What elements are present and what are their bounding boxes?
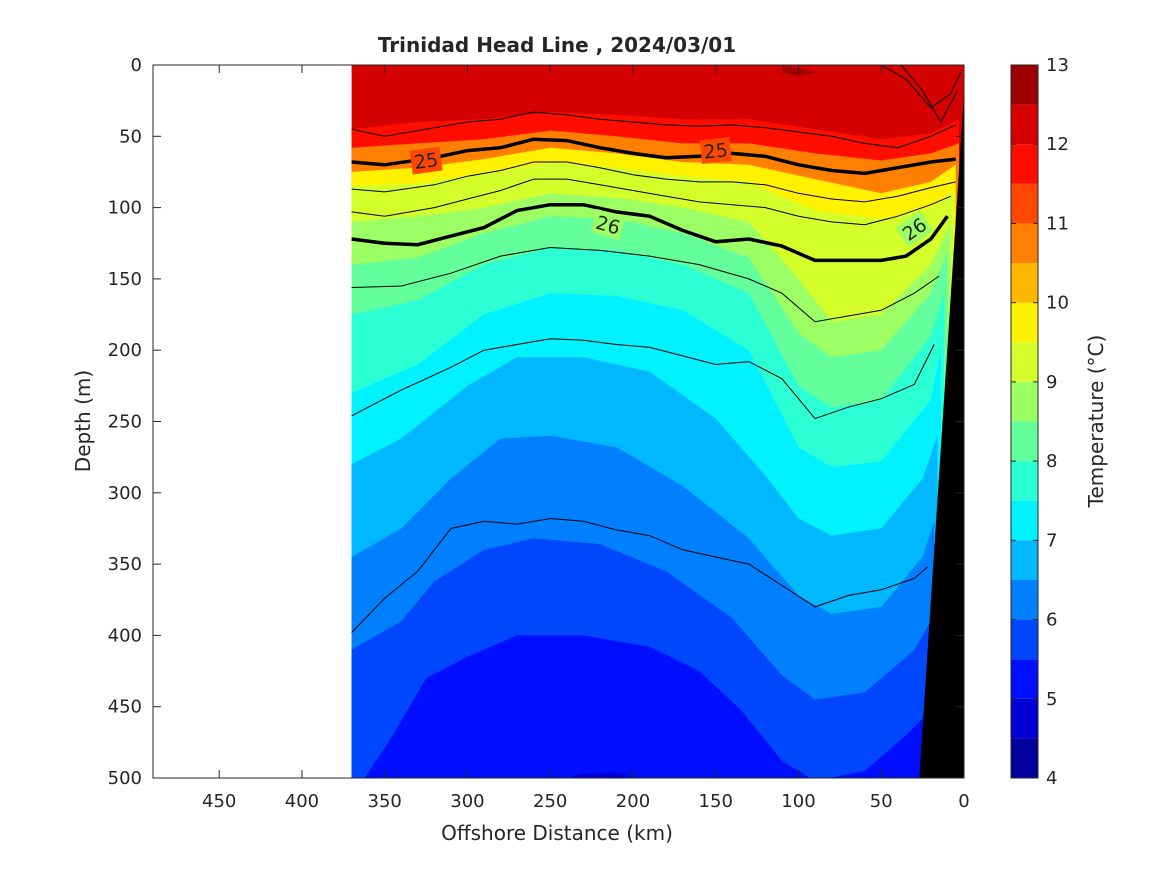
colorbar-band [1011,579,1038,620]
colorbar-band [1011,461,1038,501]
x-tick-label: 450 [202,791,236,812]
colorbar-band [1011,619,1038,660]
svg-text:25: 25 [703,139,729,163]
colorbar-band [1011,104,1038,145]
colorbar-band [1011,223,1038,264]
colorbar-tick-label: 11 [1046,213,1069,234]
x-tick-label: 200 [616,791,650,812]
colorbar-band [1011,421,1038,462]
y-tick-label: 400 [108,625,142,646]
x-axis-label: Offshore Distance (km) [441,821,673,845]
colorbar-band [1011,659,1038,699]
y-tick-label: 300 [108,483,142,504]
y-axis: 0 50 100 150 200 250 300 350 400 450 500 [108,55,964,789]
y-tick-label: 150 [108,269,142,290]
y-tick-label: 200 [108,340,142,361]
y-tick-label: 350 [108,554,142,575]
colorbar-band [1011,738,1038,778]
colorbar-band [1011,65,1038,105]
colorbar-tick-label: 5 [1046,689,1057,710]
colorbar-tick-label: 9 [1046,372,1057,393]
x-tick-label: 350 [368,791,402,812]
colorbar-tick-label: 7 [1046,530,1057,551]
x-tick-label: 150 [699,791,733,812]
svg-text:25: 25 [413,149,440,174]
x-tick-label: 50 [870,791,893,812]
colorbar-band [1011,183,1038,224]
density-contour-line [351,178,951,226]
density-label: 26 [590,209,626,241]
colorbar: 4 5 6 7 8 9 10 11 12 13 [1010,55,1069,789]
colorbar-tick-label: 12 [1046,134,1069,155]
x-tick-label: 0 [958,791,969,812]
x-tick-label: 300 [450,791,484,812]
density-contour-line [880,65,962,109]
colorbar-tick-label: 6 [1046,610,1057,631]
colorbar-band [1011,302,1038,343]
density-contour-25 [351,137,956,176]
density-contour-26 [351,202,949,263]
colorbar-label: Temperature (°C) [1084,335,1108,509]
density-contour-line [351,338,935,420]
temperature-fill [351,65,964,778]
y-tick-label: 250 [108,412,142,433]
density-contour-line [351,517,928,633]
colorbar-band [1011,500,1038,541]
x-tick-label: 100 [781,791,815,812]
x-axis: 450 400 350 300 250 200 150 100 50 0 [202,65,970,812]
temp-band [566,772,636,778]
colorbar-band [1011,381,1038,422]
colorbar-frame [1010,64,1039,779]
y-tick-label: 100 [108,198,142,219]
density-label: 25 [409,146,443,175]
y-axis-label: Depth (m) [71,370,95,472]
y-tick-label: 0 [131,55,142,76]
density-contour-line [351,246,940,323]
colorbar-band [1011,263,1038,303]
seafloor-polygon [919,93,964,778]
colorbar-band [1011,698,1038,739]
y-tick-label: 450 [108,697,142,718]
temp-band [364,635,928,778]
density-contour-line [900,65,958,124]
colorbar-tick-label: 13 [1046,55,1069,76]
density-label: 25 [699,137,732,165]
y-tick-label: 50 [119,126,142,147]
colorbar-tick-label: 10 [1046,293,1069,314]
seafloor [919,93,964,778]
colorbar-band [1011,342,1038,382]
colorbar-tick-label: 4 [1046,768,1057,789]
chart-title: Trinidad Head Line , 2024/03/01 [378,33,736,57]
density-contour-line [351,111,956,149]
density-contour-line [351,161,956,203]
colorbar-band [1011,144,1038,184]
colorbar-band [1011,540,1038,580]
y-tick-label: 500 [108,768,142,789]
x-tick-label: 250 [533,791,567,812]
x-tick-label: 400 [285,791,319,812]
colorbar-tick-label: 8 [1046,451,1057,472]
